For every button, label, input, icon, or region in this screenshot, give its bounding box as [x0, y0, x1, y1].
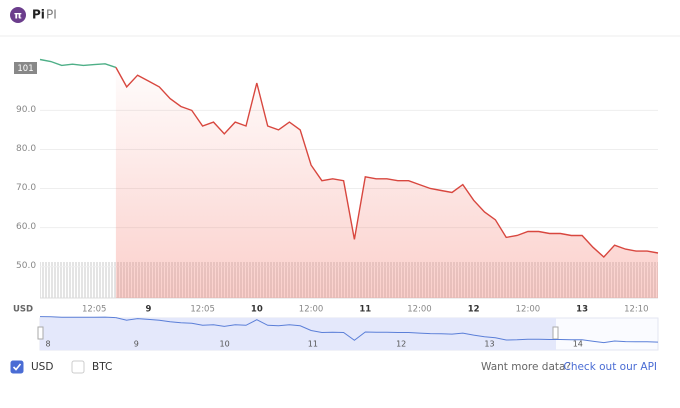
y-tick-label: 80.0	[16, 144, 36, 154]
axis-unit: USD	[13, 305, 33, 315]
coin-symbol: Pi	[32, 8, 45, 22]
checkbox[interactable]	[10, 360, 24, 374]
x-tick-label: 12:05	[190, 305, 215, 315]
navigator-label: 12	[396, 340, 406, 349]
coin-ticker: PI	[46, 8, 57, 22]
checkbox-label[interactable]: USD	[31, 361, 53, 373]
x-tick-label: 12:00	[516, 305, 541, 315]
navigator-line	[39, 316, 116, 319]
price-line	[39, 58, 117, 69]
api-prompt: Want more data?	[481, 361, 571, 373]
y-tick-label: 50.0	[16, 261, 36, 271]
x-tick-label: 10	[251, 305, 263, 315]
x-tick-label: 12:10	[624, 305, 649, 315]
area	[115, 67, 658, 299]
navigator-label: 11	[308, 340, 318, 349]
navigator-label: 9	[134, 340, 139, 349]
navigator-label: 8	[45, 340, 50, 349]
checkbox[interactable]	[71, 360, 85, 374]
y-tick-label: 70.0	[16, 183, 36, 193]
navigator-selection[interactable]	[40, 318, 556, 350]
x-tick-label: 12:05	[82, 305, 107, 315]
x-tick-label: 12:00	[299, 305, 324, 315]
x-tick-label: 11	[359, 305, 371, 315]
y-tick-label: 90.0	[16, 105, 36, 115]
x-tick-label: 12:00	[407, 305, 432, 315]
navigator-label: 13	[484, 340, 494, 349]
checkmark	[12, 363, 22, 371]
x-tick-label: 13	[576, 305, 588, 315]
checkbox-label[interactable]: BTC	[92, 361, 112, 373]
x-tick-label: 9	[145, 305, 151, 315]
x-tick-label: 12	[468, 305, 480, 315]
y-tick-label: 60.0	[16, 222, 36, 232]
navigator-handle[interactable]	[552, 326, 559, 340]
price-line	[115, 67, 659, 258]
navigator-content: 8 9 10 11 12 13 14	[39, 316, 659, 349]
navigator-handle[interactable]	[37, 326, 44, 340]
header-bar	[0, 0, 680, 36]
navigator-label: 14	[573, 340, 583, 349]
coin-logo	[10, 7, 26, 23]
coin-logo-glyph: π	[14, 11, 22, 22]
price-badge-bg	[14, 62, 37, 74]
navigator-line	[115, 317, 659, 344]
plot: 50.0 60.0 70.0 80.0 90.0 USD 12:05 9 12:05 10 12:0…	[13, 58, 659, 315]
price-badge: 101	[17, 64, 33, 74]
navigator-label: 10	[220, 340, 230, 349]
api-link[interactable]: Check out our API	[563, 361, 657, 373]
currency-options: USD BTC	[10, 360, 112, 374]
